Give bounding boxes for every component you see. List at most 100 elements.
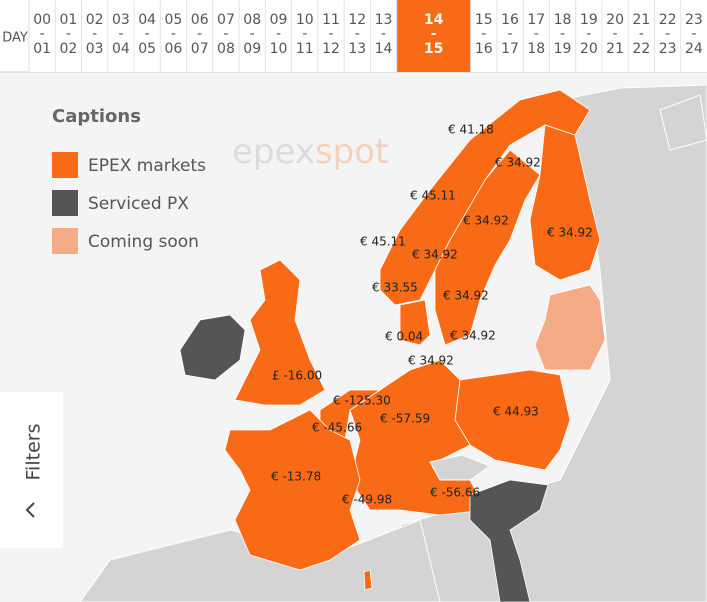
hour-cell-bg[interactable] bbox=[107, 0, 135, 72]
hour-cell[interactable]: 05-06 bbox=[159, 0, 187, 72]
hour-cell-bg[interactable] bbox=[496, 0, 524, 72]
hour-cell[interactable]: 16-17 bbox=[496, 0, 524, 72]
hour-separator[interactable]: - bbox=[328, 26, 333, 42]
hour-cell-bg[interactable] bbox=[628, 0, 655, 72]
hour-end[interactable]: 15 bbox=[424, 41, 443, 57]
hour-start[interactable]: 03 bbox=[112, 12, 130, 28]
hour-start[interactable]: 06 bbox=[191, 12, 209, 28]
hour-separator[interactable]: - bbox=[145, 26, 150, 42]
hour-end[interactable]: 20 bbox=[580, 41, 598, 57]
hour-separator[interactable]: - bbox=[171, 26, 176, 42]
hour-start[interactable]: 18 bbox=[554, 12, 572, 28]
hour-start[interactable]: 02 bbox=[86, 12, 104, 28]
hour-separator[interactable]: - bbox=[613, 26, 618, 42]
hour-separator[interactable]: - bbox=[92, 26, 97, 42]
hour-end[interactable]: 08 bbox=[217, 41, 235, 57]
hour-cell[interactable]: 15-16 bbox=[470, 0, 497, 72]
hour-end[interactable]: 22 bbox=[632, 41, 650, 57]
hour-cell-bg[interactable] bbox=[344, 0, 371, 72]
hour-cell[interactable]: 12-13 bbox=[343, 0, 371, 72]
hour-start[interactable]: 15 bbox=[475, 12, 493, 28]
hour-cell[interactable]: 08-09 bbox=[238, 0, 266, 72]
hour-cell-bg[interactable] bbox=[212, 0, 240, 72]
hour-cell[interactable]: 01-02 bbox=[54, 0, 82, 72]
hour-cell[interactable]: 03-04 bbox=[107, 0, 135, 72]
hour-cell[interactable]: 11-12 bbox=[317, 0, 345, 72]
hour-cell[interactable]: 20-21 bbox=[601, 0, 629, 72]
hour-cell-bg[interactable] bbox=[680, 0, 707, 72]
hour-cell-bg[interactable] bbox=[601, 0, 629, 72]
hour-start[interactable]: 00 bbox=[33, 12, 51, 28]
hour-cell-bg[interactable] bbox=[470, 0, 497, 72]
hour-cell[interactable]: 23-24 bbox=[680, 0, 707, 72]
chevron-icon[interactable] bbox=[25, 502, 35, 518]
hour-cell-selected[interactable] bbox=[396, 0, 471, 72]
hour-end[interactable]: 10 bbox=[270, 41, 288, 57]
hour-start[interactable]: 10 bbox=[296, 12, 314, 28]
hour-cell-bg[interactable] bbox=[317, 0, 345, 72]
hour-separator[interactable]: - bbox=[40, 26, 45, 42]
hour-cell-bg[interactable] bbox=[549, 0, 576, 72]
hour-start[interactable]: 01 bbox=[59, 12, 77, 28]
hour-start[interactable]: 11 bbox=[322, 12, 340, 28]
hour-cell-bg[interactable] bbox=[134, 0, 161, 72]
hour-cell-bg[interactable] bbox=[29, 0, 56, 72]
hour-end[interactable]: 11 bbox=[296, 41, 314, 57]
hour-cell-bg[interactable] bbox=[370, 0, 397, 72]
hour-cell[interactable]: 02-03 bbox=[81, 0, 108, 72]
hour-cell[interactable]: 13-14 bbox=[369, 0, 397, 72]
hour-cell-bg[interactable] bbox=[239, 0, 266, 72]
hour-cell[interactable]: 14-15 bbox=[396, 0, 471, 72]
hour-separator[interactable]: - bbox=[276, 26, 281, 42]
hour-cell[interactable]: 19-20 bbox=[575, 0, 602, 72]
hour-start[interactable]: 08 bbox=[243, 12, 261, 28]
hour-cell[interactable]: 04-05 bbox=[133, 0, 161, 72]
hour-end[interactable]: 16 bbox=[475, 41, 493, 57]
hour-separator[interactable]: - bbox=[223, 26, 228, 42]
hour-end[interactable]: 07 bbox=[191, 41, 209, 57]
hour-cell-bg[interactable] bbox=[291, 0, 318, 72]
hour-end[interactable]: 05 bbox=[138, 41, 156, 57]
hour-separator[interactable]: - bbox=[639, 26, 644, 42]
filters-label[interactable]: Filters bbox=[23, 424, 45, 481]
filters-tab[interactable]: Filters bbox=[0, 392, 63, 548]
hour-end[interactable]: 18 bbox=[527, 41, 545, 57]
hour-start[interactable]: 16 bbox=[501, 12, 519, 28]
hour-start[interactable]: 20 bbox=[606, 12, 624, 28]
hour-end[interactable]: 21 bbox=[606, 41, 624, 57]
hour-separator[interactable]: - bbox=[691, 26, 696, 42]
hour-start[interactable]: 13 bbox=[375, 12, 393, 28]
hour-cell-bg[interactable] bbox=[523, 0, 550, 72]
hour-end[interactable]: 09 bbox=[243, 41, 261, 57]
hour-end[interactable]: 17 bbox=[501, 41, 519, 57]
hour-end[interactable]: 13 bbox=[348, 41, 366, 57]
hour-separator[interactable]: - bbox=[665, 26, 670, 42]
hour-start[interactable]: 09 bbox=[270, 12, 288, 28]
hour-separator[interactable]: - bbox=[508, 26, 513, 42]
hour-start[interactable]: 21 bbox=[632, 12, 650, 28]
hour-separator[interactable]: - bbox=[197, 26, 202, 42]
hour-cell[interactable]: 00-01 bbox=[28, 0, 56, 72]
hour-separator[interactable]: - bbox=[302, 26, 307, 42]
hour-cell-bg[interactable] bbox=[575, 0, 602, 72]
hour-end[interactable]: 02 bbox=[59, 41, 77, 57]
hour-start[interactable]: 12 bbox=[348, 12, 366, 28]
hour-cell-bg[interactable] bbox=[81, 0, 108, 72]
hour-cell[interactable]: 06-07 bbox=[186, 0, 213, 72]
hour-separator[interactable]: - bbox=[431, 26, 437, 42]
hour-cell[interactable]: 17-18 bbox=[522, 0, 550, 72]
hour-cell[interactable]: 22-23 bbox=[653, 0, 681, 72]
hour-start[interactable]: 05 bbox=[165, 12, 183, 28]
hour-cell-bg[interactable] bbox=[654, 0, 681, 72]
hour-cell[interactable]: 09-10 bbox=[264, 0, 292, 72]
hour-separator[interactable]: - bbox=[355, 26, 360, 42]
hour-cell[interactable]: 07-08 bbox=[212, 0, 240, 72]
hour-end[interactable]: 19 bbox=[554, 41, 572, 57]
hour-cell[interactable]: 18-19 bbox=[548, 0, 576, 72]
hour-cell-bg[interactable] bbox=[160, 0, 187, 72]
hour-cell-bg[interactable] bbox=[55, 0, 82, 72]
hour-cell-bg[interactable] bbox=[186, 0, 213, 72]
hour-start[interactable]: 14 bbox=[424, 12, 444, 28]
hour-start[interactable]: 22 bbox=[659, 12, 677, 28]
hour-separator[interactable]: - bbox=[586, 26, 591, 42]
